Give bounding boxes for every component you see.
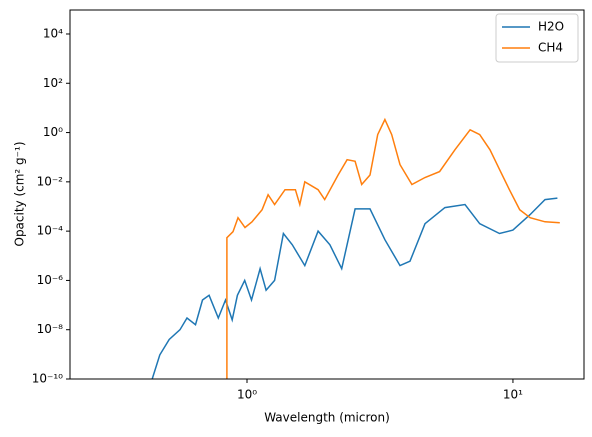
y-tick-label: 10⁰ [43,125,63,139]
y-tick-label: 10⁻⁴ [37,224,64,238]
y-tick-label: 10⁴ [43,26,63,40]
x-tick-label: 10¹ [503,388,523,402]
axes-frame [69,9,585,380]
y-tick-label: 10⁻¹⁰ [32,372,63,386]
series-line [226,117,560,379]
y-tick-label: 10⁻⁶ [37,273,64,287]
y-tick-label: 10⁻² [37,174,64,188]
legend-box [495,13,579,63]
y-tick-label: 10⁻⁸ [37,322,64,336]
x-tick-label: 10⁰ [237,388,257,402]
y-axis-label: Opacity (cm² g⁻¹) [13,141,27,246]
legend-label: CH4 [538,41,563,55]
legend-label: H2O [538,20,564,34]
y-tick-label: 10² [43,76,63,90]
plot-area [151,117,560,379]
series-line [151,197,558,379]
x-axis-label: Wavelength (micron) [264,411,390,425]
